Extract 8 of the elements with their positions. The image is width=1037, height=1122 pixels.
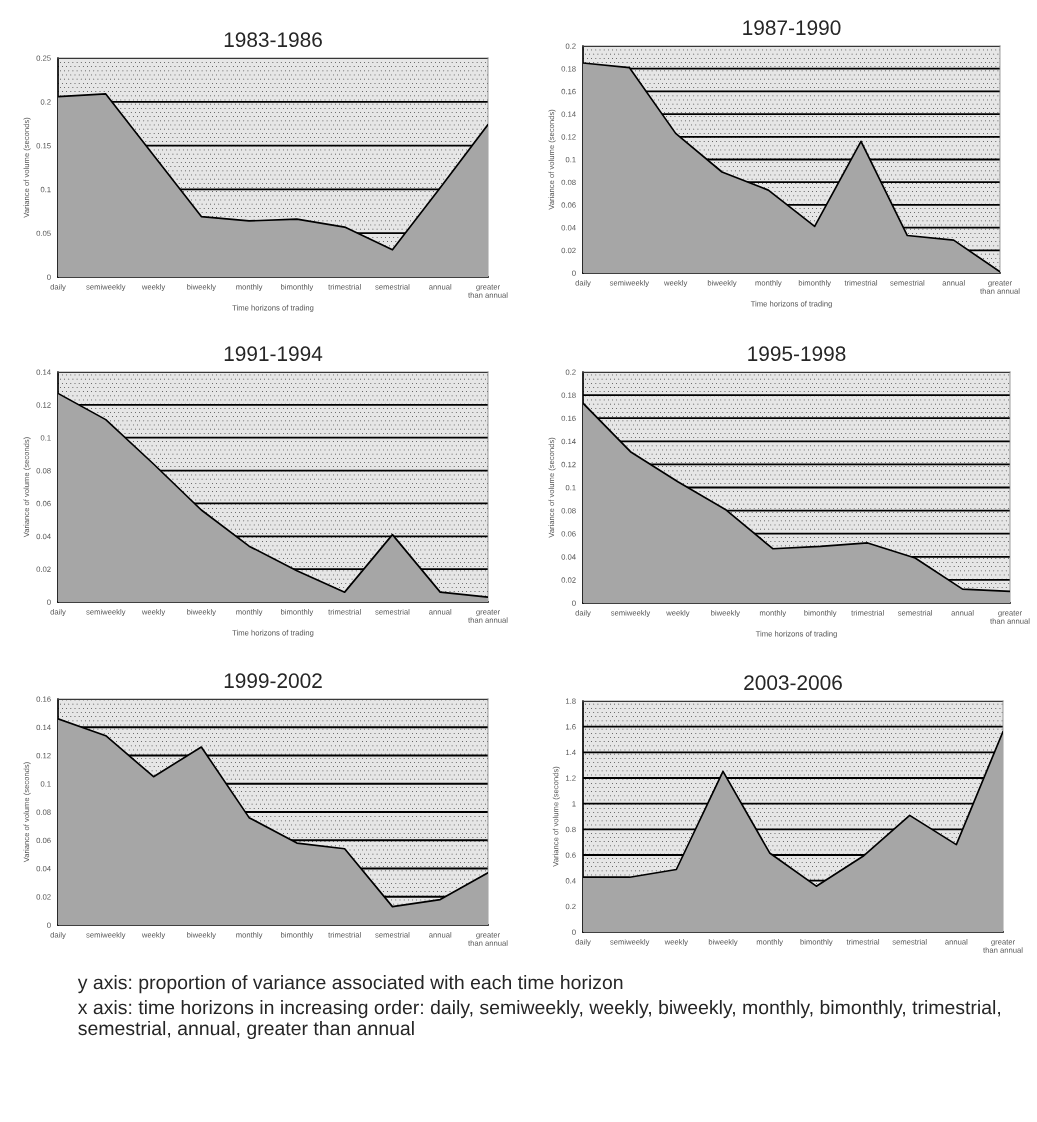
chart-title: 1999-2002 (224, 673, 322, 689)
chart-title: 2003-2006 (744, 675, 842, 691)
chart-title: 1995-1998 (748, 346, 846, 362)
text: x axis: time horizons in increasing order: daily, semiweekly, weekly, biweekly, monthly, bimonthly, trimestrial, semestrial, annual, greater than annual (77, 1000, 1001, 1040)
text: y axis: proportion of variance associated with each time horizon (77, 975, 623, 994)
chart-title: 1987-1990 (743, 20, 841, 36)
chart-title: 1983-1986 (224, 32, 322, 48)
chart-title: 1991-1994 (224, 346, 323, 362)
